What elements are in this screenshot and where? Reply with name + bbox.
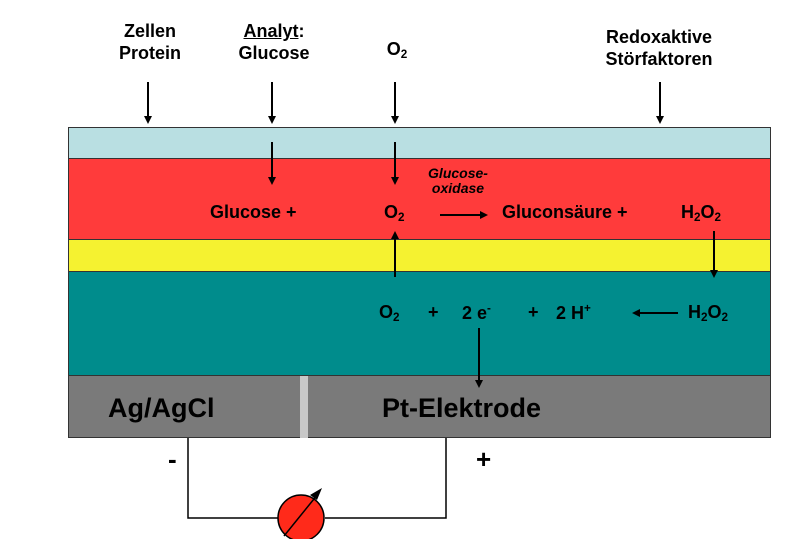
electrode-base: [68, 375, 771, 438]
text-electrons: 2 e-: [462, 302, 491, 324]
electrolyte-layer: [68, 271, 771, 375]
label-oxygen: O2: [386, 39, 408, 61]
text-h2o2-electrode: H2O2: [688, 302, 729, 324]
text-o2-enzyme: O2: [384, 202, 405, 224]
meter-needle: [283, 493, 319, 537]
analyte-word: Analyt: [243, 21, 299, 41]
circuit-wire-right: [325, 438, 447, 519]
meter-icon: [277, 494, 325, 539]
label-pt-electrode: Pt-Elektrode: [382, 393, 542, 423]
label-plus: +: [476, 444, 492, 474]
label-cells-protein: Zellen Protein: [118, 21, 181, 63]
text-h2o2-enzyme: H2O2: [681, 202, 722, 224]
electrode-separator: [300, 376, 308, 438]
text-glucose-oxidase: Glucose- oxidase: [428, 165, 488, 196]
outer-membrane-layer: [68, 127, 771, 158]
text-plus-1: +: [428, 302, 439, 322]
inner-membrane-layer: [68, 239, 771, 271]
label-redox-interferents: Redoxaktive Störfaktoren: [605, 27, 713, 69]
text-protons: 2 H+: [556, 302, 591, 324]
label-analyte: Analyt: Glucose: [238, 21, 310, 63]
label-reference-electrode: Ag/AgCl: [108, 393, 215, 423]
text-glucose-plus: Glucose +: [210, 202, 297, 222]
text-plus-2: +: [528, 302, 539, 322]
text-o2-electrode: O2: [379, 302, 400, 324]
circuit-wire: [187, 438, 278, 519]
enzyme-layer: [68, 158, 771, 239]
meter-needle-head: [310, 488, 322, 500]
text-gluconic-acid: Gluconsäure +: [502, 202, 628, 222]
label-minus: -: [168, 444, 177, 474]
